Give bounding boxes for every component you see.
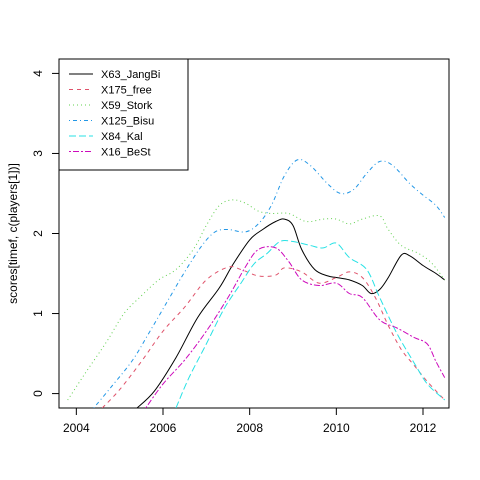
y-axis-label: scores[timef, c(players[1])] (6, 163, 20, 304)
y-tick-label: 1 (31, 310, 45, 317)
x-axis: 2004 2006 2008 2010 2012 (63, 407, 437, 435)
x-tick-label: 2004 (63, 421, 90, 435)
legend-label: X59_Stork (101, 100, 153, 112)
y-tick-label: 0 (31, 390, 45, 397)
series-line-6 (145, 246, 446, 408)
legend-label: X125_Bisu (101, 116, 154, 128)
y-tick-label: 3 (31, 150, 45, 157)
legend-label: X63_JangBi (101, 69, 160, 81)
y-tick-label: 2 (31, 230, 45, 237)
x-tick-label: 2012 (410, 421, 437, 435)
series-layer (67, 158, 446, 408)
legend-label: X84_Kal (101, 131, 143, 143)
x-tick-label: 2006 (150, 421, 177, 435)
x-tick-label: 2010 (323, 421, 350, 435)
series-line-4 (93, 158, 446, 408)
series-line-3 (67, 199, 446, 401)
legend-label: X16_BeSt (101, 147, 151, 159)
series-line-1 (136, 218, 445, 408)
legend: X63_JangBi X175_free X59_Stork X125_Bisu X84… (58, 58, 189, 171)
series-line-5 (175, 239, 446, 408)
legend-label: X175_free (101, 85, 152, 97)
series-line-2 (101, 266, 446, 408)
x-tick-label: 2008 (236, 421, 263, 435)
y-axis: 0 1 2 3 4 (31, 70, 60, 397)
legend-box (58, 58, 189, 171)
y-tick-label: 4 (31, 70, 45, 77)
